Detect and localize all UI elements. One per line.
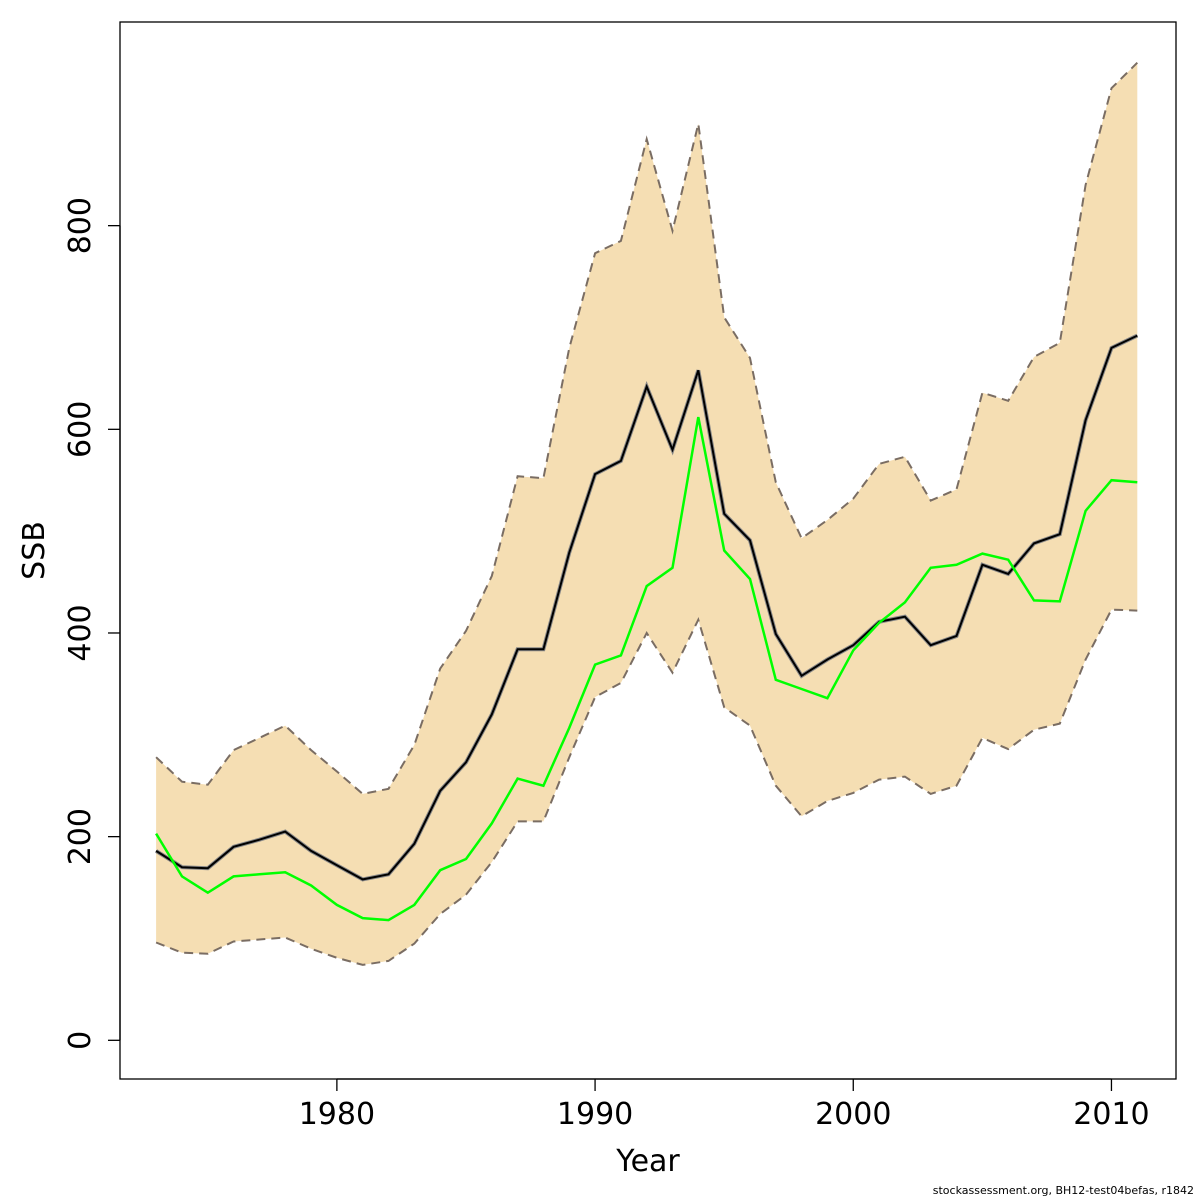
- series-lines: [155, 333, 1139, 922]
- x-tick-label: 2010: [1073, 1097, 1149, 1132]
- y-tick-label: 800: [63, 197, 98, 254]
- confidence-band: [155, 61, 1139, 966]
- lower-bound-line: [155, 608, 1138, 966]
- confidence-band-area: [156, 62, 1138, 965]
- comparison-line: [155, 416, 1138, 922]
- upper-bound-line: [155, 61, 1139, 795]
- y-tick-label: 400: [63, 604, 98, 661]
- y-tick-label: 0: [63, 1031, 98, 1050]
- y-tick-label: 600: [63, 401, 98, 458]
- x-axis: 1980 1990 2000 2010: [299, 1078, 1150, 1132]
- y-axis: 0 200 400 600 800: [63, 197, 121, 1050]
- x-axis-label: Year: [615, 1144, 680, 1179]
- estimate-line: [155, 334, 1138, 881]
- x-tick-label: 1990: [557, 1097, 633, 1132]
- x-tick-label: 1980: [299, 1097, 375, 1132]
- footer-note: stockassessment.org, BH12-test04befas, r…: [932, 1184, 1194, 1197]
- y-tick-label: 200: [63, 808, 98, 865]
- x-tick-label: 2000: [815, 1097, 891, 1132]
- y-axis-label: SSB: [17, 521, 52, 580]
